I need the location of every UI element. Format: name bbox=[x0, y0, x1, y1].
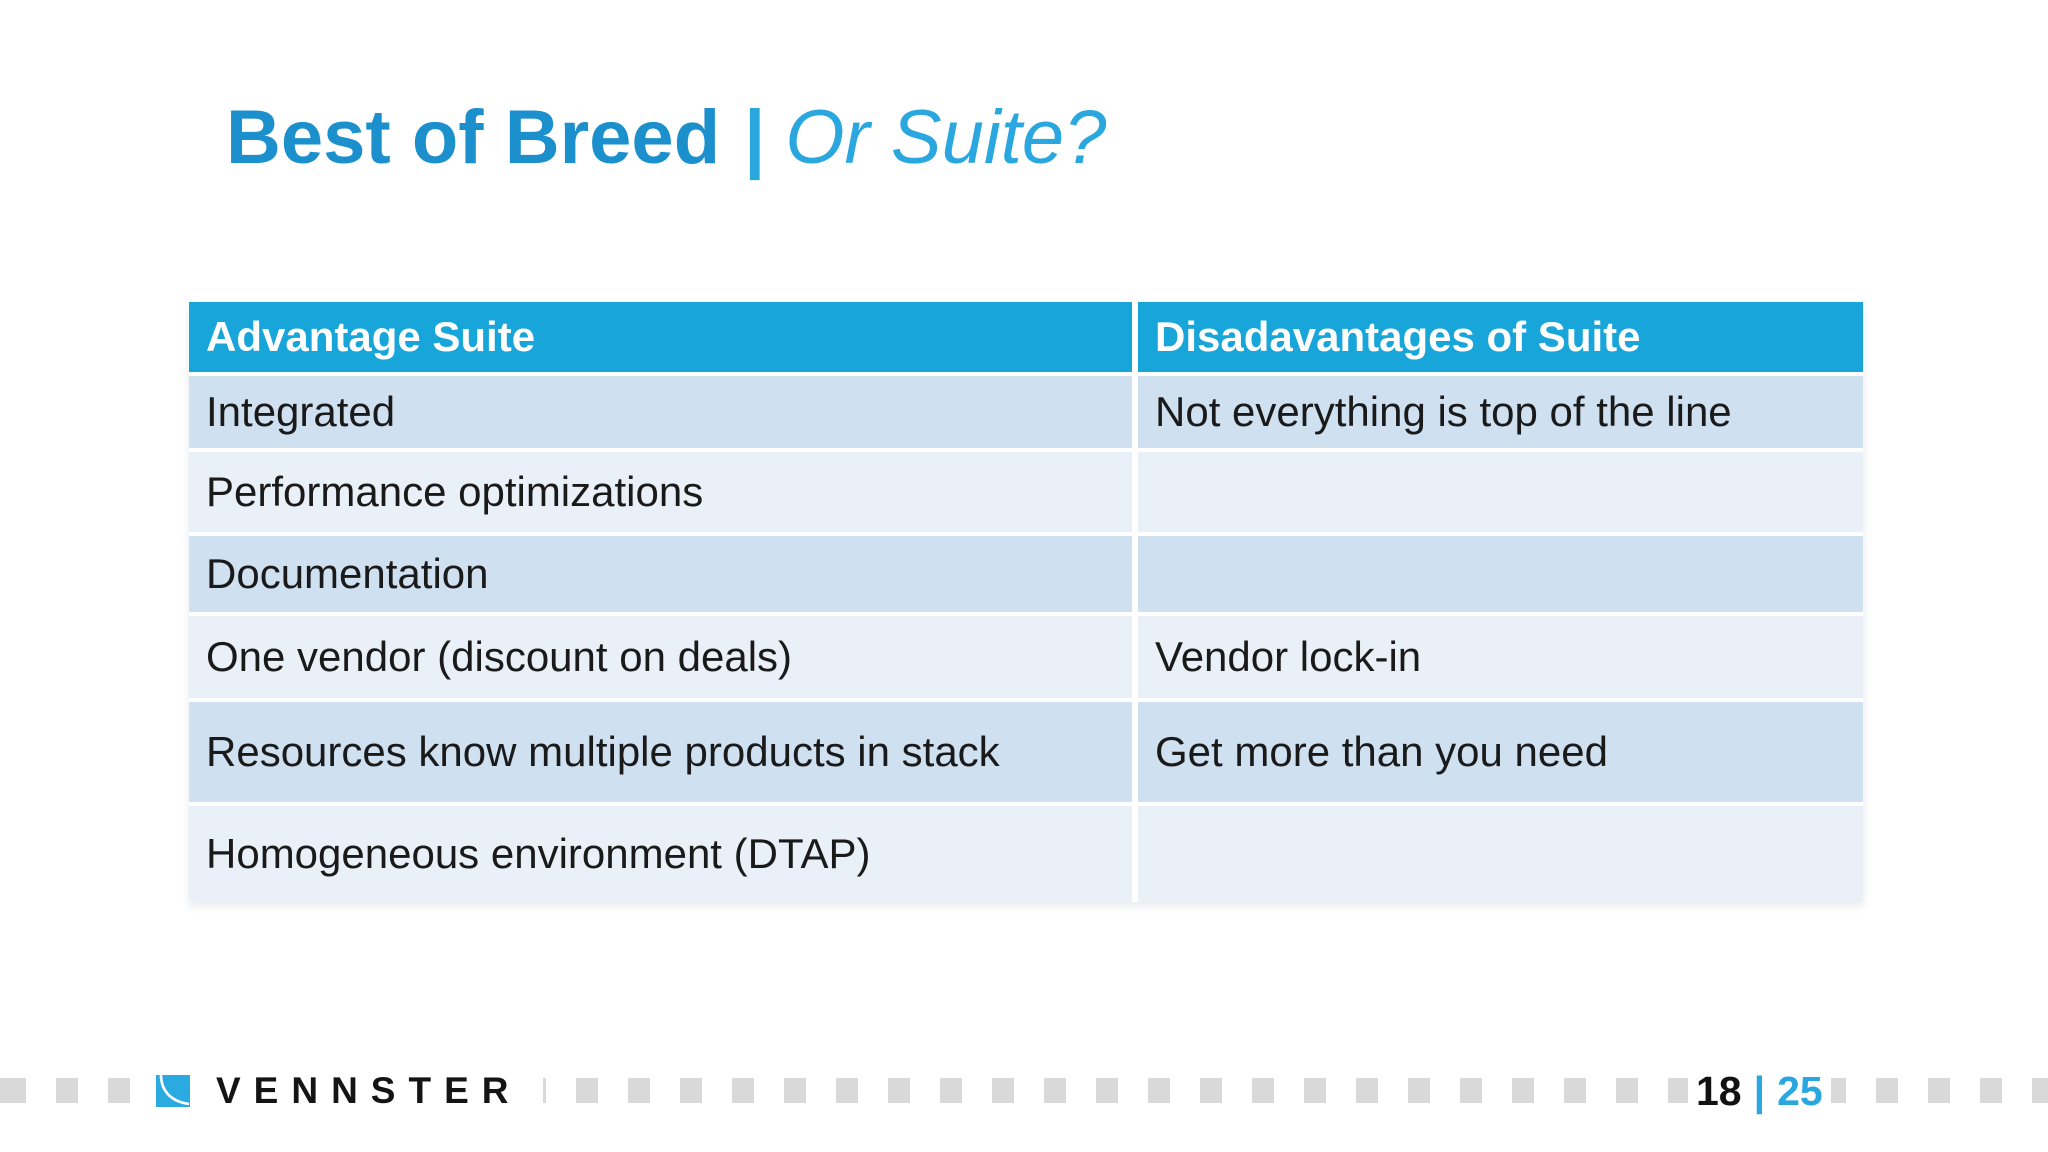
table-cell: Resources know multiple products in stac… bbox=[189, 702, 1132, 802]
page-number: 18 | 25 bbox=[1688, 1068, 1831, 1114]
page-title: Best of Breed | Or Suite? bbox=[226, 96, 1106, 180]
table-header-advantages: Advantage Suite bbox=[189, 302, 1132, 372]
title-accent-text: Or Suite? bbox=[785, 95, 1107, 180]
table-cell: One vendor (discount on deals) bbox=[189, 616, 1132, 698]
page-total: 25 bbox=[1777, 1067, 1823, 1114]
table-cell: Not everything is top of the line bbox=[1138, 376, 1863, 448]
table-cell bbox=[1138, 536, 1863, 612]
comparison-table: Advantage Suite Disadavantages of Suite … bbox=[189, 302, 1863, 902]
title-separator: | bbox=[744, 95, 766, 180]
table-cell: Performance optimizations bbox=[189, 452, 1132, 532]
page-separator: | bbox=[1753, 1067, 1766, 1114]
footer-brand: VENNSTER bbox=[146, 1068, 544, 1114]
table-cell: Vendor lock-in bbox=[1138, 616, 1863, 698]
table-cell bbox=[1138, 452, 1863, 532]
brand-name: VENNSTER bbox=[216, 1070, 522, 1111]
table-cell bbox=[1138, 806, 1863, 902]
vennster-swoosh-icon bbox=[156, 1075, 190, 1107]
title-primary-text: Best of Breed bbox=[226, 95, 721, 180]
table-cell: Get more than you need bbox=[1138, 702, 1863, 802]
table-header-disadvantages: Disadavantages of Suite bbox=[1138, 302, 1863, 372]
page-current: 18 bbox=[1696, 1067, 1742, 1114]
table-cell: Integrated bbox=[189, 376, 1132, 448]
table-cell: Homogeneous environment (DTAP) bbox=[189, 806, 1132, 902]
table-cell: Documentation bbox=[189, 536, 1132, 612]
